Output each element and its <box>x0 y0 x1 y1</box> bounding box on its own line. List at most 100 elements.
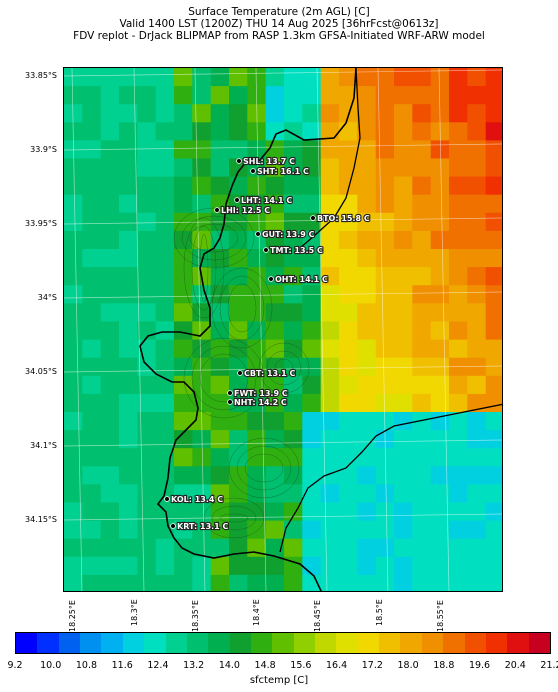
grid-cell <box>82 556 102 576</box>
station-marker[interactable] <box>164 496 170 502</box>
grid-cell <box>375 574 395 591</box>
meridian-line <box>377 68 389 591</box>
grid-cell <box>375 339 395 359</box>
station-marker[interactable] <box>234 197 240 203</box>
grid-cell <box>412 448 432 467</box>
grid-cell <box>339 212 358 232</box>
terrain-contour-line <box>228 437 300 499</box>
grid-cell <box>229 502 248 522</box>
temperature-map[interactable]: SHL: 13.7 C SHT: 16.1 C LHT: 14.1 C LHI: 12… <box>63 67 503 592</box>
grid-cell <box>339 321 358 341</box>
grid-cell <box>412 393 432 413</box>
station-marker[interactable] <box>170 523 176 529</box>
grid-cell <box>100 357 120 377</box>
grid-cell <box>119 249 138 268</box>
grid-cell <box>394 158 413 178</box>
grid-cell <box>357 158 377 178</box>
grid-cell <box>229 303 248 322</box>
grid-cell <box>412 267 432 286</box>
grid-cell <box>375 538 395 558</box>
station-label: NHT: 14.2 C <box>234 398 287 407</box>
grid-cell <box>467 520 487 540</box>
grid-cell <box>394 520 413 540</box>
grid-cell <box>100 538 120 558</box>
grid-cell <box>155 520 175 540</box>
grid-cell <box>192 484 212 504</box>
grid-cell <box>247 375 267 395</box>
grid-cell <box>174 285 193 304</box>
grid-cell <box>412 502 432 522</box>
grid-cell <box>320 520 340 540</box>
grid-cell <box>137 303 157 322</box>
station-marker[interactable] <box>310 215 316 221</box>
grid-cell <box>265 158 285 178</box>
grid-cell <box>302 357 322 377</box>
grid-cell <box>320 68 340 87</box>
grid-cell <box>155 122 175 141</box>
station-marker[interactable] <box>250 168 256 174</box>
grid-cell <box>320 158 340 178</box>
grid-cell <box>265 375 285 395</box>
temperature-grid <box>64 68 502 591</box>
grid-cell <box>394 285 413 304</box>
grid-cell <box>375 321 395 341</box>
grid-cell <box>192 393 212 413</box>
map-valid-time: Valid 1400 LST (1200Z) THU 14 Aug 2025 [… <box>119 18 439 30</box>
grid-cell <box>430 267 450 286</box>
grid-cell <box>339 538 358 558</box>
grid-cell <box>247 574 267 591</box>
grid-cell <box>449 212 468 232</box>
grid-cell <box>137 430 157 449</box>
grid-cell <box>302 466 322 485</box>
grid-cell <box>375 140 395 160</box>
grid-cell <box>284 194 303 214</box>
grid-cell <box>265 104 285 123</box>
grid-cell <box>229 285 248 304</box>
grid-cell <box>100 158 120 178</box>
grid-cell <box>284 140 303 160</box>
grid-cell <box>64 68 83 87</box>
grid-cell <box>210 375 230 395</box>
station-marker[interactable] <box>237 370 243 376</box>
station-marker[interactable] <box>227 399 233 405</box>
station-marker[interactable] <box>214 207 220 213</box>
grid-cell <box>467 176 487 196</box>
grid-cell <box>284 466 303 485</box>
grid-cell <box>210 176 230 196</box>
grid-cell <box>137 538 157 558</box>
grid-cell <box>229 230 248 250</box>
grid-cell <box>64 212 83 232</box>
grid-cell <box>412 86 432 105</box>
station-marker[interactable] <box>263 247 269 253</box>
station-label: LHI: 12.5 C <box>221 206 270 215</box>
grid-cell <box>394 538 413 558</box>
station-marker[interactable] <box>227 390 233 396</box>
grid-cell <box>64 466 83 485</box>
grid-cell <box>302 267 322 286</box>
grid-cell <box>82 466 102 485</box>
grid-cell <box>375 556 395 576</box>
colorbar-tick-label: 14.0 <box>218 660 240 671</box>
grid-cell <box>155 466 175 485</box>
grid-cell <box>155 194 175 214</box>
grid-cell <box>339 230 358 250</box>
grid-cell <box>467 556 487 576</box>
grid-cell <box>375 466 395 485</box>
grid-cell <box>430 466 450 485</box>
station-label: TMT: 13.5 C <box>270 246 323 255</box>
grid-cell <box>247 430 267 449</box>
colorbar-tick-label: 17.2 <box>361 660 383 671</box>
station-label: CBT: 13.1 C <box>244 369 295 378</box>
grid-cell <box>137 68 157 87</box>
map-source: FDV replot - DrJack BLIPMAP from RASP 1.… <box>73 30 485 42</box>
colorbar-tick-label: 10.0 <box>40 660 62 671</box>
lat-label: 33.85°S <box>25 71 57 80</box>
station-marker[interactable] <box>268 276 274 282</box>
grid-cell <box>174 140 193 160</box>
grid-cell <box>265 484 285 504</box>
grid-cell <box>449 430 468 449</box>
grid-cell <box>467 158 487 178</box>
grid-cell <box>449 466 468 485</box>
station-marker[interactable] <box>255 231 261 237</box>
station-marker[interactable] <box>236 158 242 164</box>
